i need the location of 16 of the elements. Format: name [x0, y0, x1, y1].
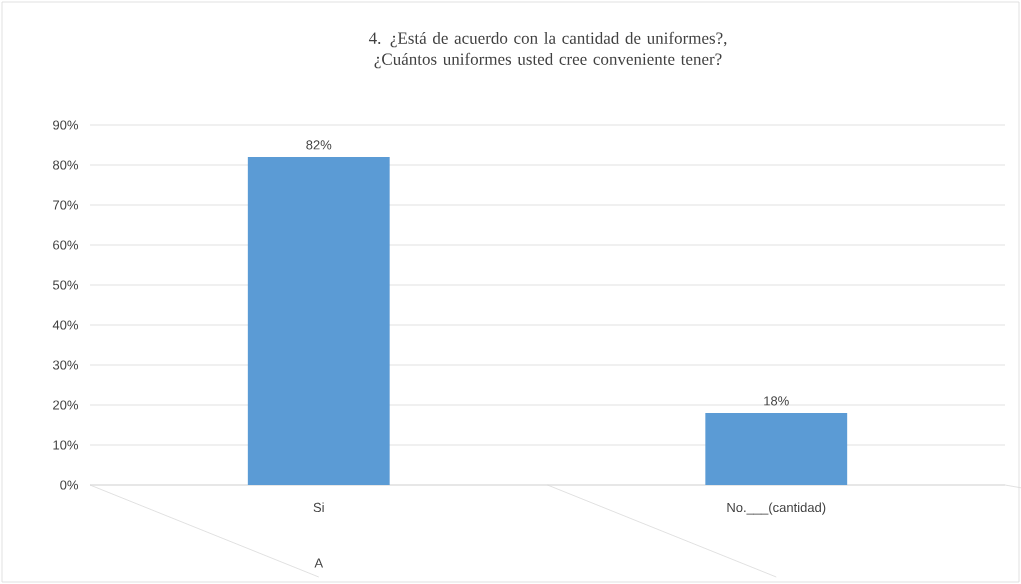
y-tick-label: 90%: [53, 120, 79, 130]
y-tick-label: 10%: [53, 440, 79, 450]
x-tick-label: No.___(cantidad): [727, 502, 826, 515]
y-tick-label: 20%: [53, 400, 79, 410]
text: A: [314, 558, 324, 568]
y-tick-label: 50%: [52, 280, 79, 290]
y-tick-label: 0%: [60, 480, 79, 490]
data-label: 18%: [764, 396, 789, 406]
y-tick-label: 70%: [53, 200, 79, 210]
y-tick-label: 30%: [52, 360, 79, 370]
y-tick-label: 60%: [53, 240, 79, 250]
x-tick-label: Si: [313, 502, 324, 513]
chart-title: 4. ¿Está de acuerdo con la cantidad de uniformes?, ¿Cuántos uniformes usted cree conveniente tener?: [368, 31, 727, 69]
data-label: 82%: [306, 140, 332, 150]
y-tick-label: 80%: [53, 160, 79, 170]
y-tick-label: 40%: [52, 320, 79, 330]
